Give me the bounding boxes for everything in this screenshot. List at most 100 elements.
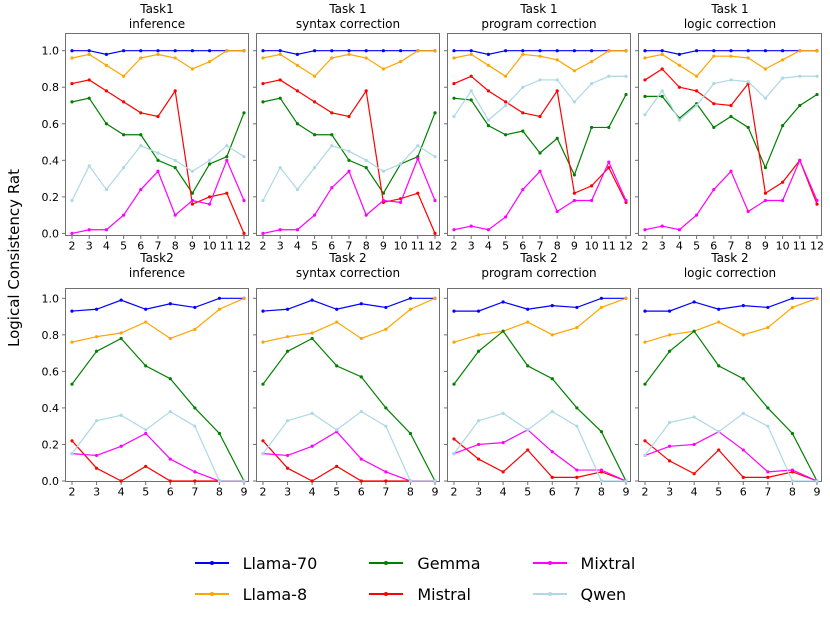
data-point-marker bbox=[144, 431, 148, 436]
data-point-marker bbox=[695, 103, 699, 108]
x-tick-label: 8 bbox=[598, 486, 605, 499]
data-point-marker bbox=[359, 375, 363, 379]
data-point-marker bbox=[364, 49, 368, 53]
data-point-marker bbox=[575, 475, 579, 479]
y-tick-label: 0.4 bbox=[42, 402, 60, 415]
data-point-marker bbox=[208, 60, 212, 64]
data-point-marker bbox=[190, 169, 194, 173]
data-point-marker bbox=[278, 52, 282, 56]
data-point-marker bbox=[575, 424, 579, 428]
data-point-marker bbox=[399, 49, 403, 53]
data-point-marker bbox=[717, 320, 721, 324]
data-point-marker bbox=[399, 200, 403, 204]
subplot-title-task2-program: Task 2 program correction bbox=[447, 251, 631, 281]
data-point-marker bbox=[660, 52, 664, 56]
data-point-marker bbox=[660, 89, 664, 93]
data-point-marker bbox=[310, 336, 314, 341]
data-point-marker bbox=[667, 459, 672, 463]
data-point-marker bbox=[660, 49, 664, 53]
title-line-1: Task 2 bbox=[520, 251, 558, 265]
data-point-marker bbox=[168, 377, 172, 381]
data-point-marker bbox=[122, 49, 126, 53]
data-point-marker bbox=[599, 468, 604, 472]
data-point-marker bbox=[313, 74, 317, 78]
data-point-marker bbox=[335, 320, 339, 324]
data-point-marker bbox=[193, 470, 197, 474]
data-point-marker bbox=[815, 92, 819, 97]
data-point-marker bbox=[790, 296, 795, 300]
data-point-marker bbox=[486, 89, 490, 93]
data-point-marker bbox=[87, 228, 91, 232]
data-point-marker bbox=[347, 49, 351, 53]
data-point-marker bbox=[70, 382, 74, 386]
data-point-marker bbox=[173, 49, 177, 53]
data-point-marker bbox=[766, 470, 770, 474]
series-llama-8 bbox=[452, 296, 628, 344]
data-point-marker bbox=[433, 111, 437, 115]
title-line-1: Task2 bbox=[140, 251, 174, 265]
legend-column-2: Gemma Mistral bbox=[369, 552, 481, 605]
series-mistral bbox=[261, 78, 437, 235]
series-mixtral bbox=[70, 158, 246, 235]
data-point-marker bbox=[790, 431, 795, 436]
data-point-marker bbox=[624, 74, 628, 78]
data-point-marker bbox=[359, 336, 363, 341]
x-tick-label: 7 bbox=[537, 240, 544, 253]
legend-item-llama-8: Llama-8 bbox=[194, 583, 318, 605]
data-point-marker bbox=[399, 60, 403, 64]
data-point-marker bbox=[729, 103, 733, 108]
legend-item-qwen: Qwen bbox=[532, 583, 636, 605]
data-point-marker bbox=[607, 125, 611, 130]
data-point-marker bbox=[261, 49, 265, 53]
series-gemma bbox=[643, 329, 819, 483]
data-point-marker bbox=[781, 76, 785, 80]
data-point-marker bbox=[660, 94, 664, 98]
data-point-marker bbox=[643, 228, 647, 232]
data-point-marker bbox=[70, 231, 74, 235]
data-point-marker bbox=[692, 300, 696, 304]
data-point-marker bbox=[643, 309, 647, 313]
data-point-marker bbox=[550, 475, 554, 479]
data-point-marker bbox=[70, 56, 74, 60]
x-tick-label: 3 bbox=[475, 486, 482, 499]
data-point-marker bbox=[190, 202, 194, 206]
data-point-marker bbox=[381, 67, 385, 71]
data-point-marker bbox=[815, 479, 819, 483]
x-tick-label: 6 bbox=[519, 240, 526, 253]
legend-column-3: Mixtral Qwen bbox=[532, 552, 636, 605]
data-point-marker bbox=[359, 479, 363, 483]
data-point-marker bbox=[190, 198, 194, 203]
data-point-marker bbox=[717, 307, 721, 311]
data-point-marker bbox=[330, 133, 334, 137]
data-point-marker bbox=[521, 111, 525, 115]
data-point-marker bbox=[156, 169, 160, 173]
title-line-2: inference bbox=[128, 17, 186, 31]
title-line-2: inference bbox=[128, 266, 186, 280]
data-point-marker bbox=[486, 124, 490, 128]
data-point-marker bbox=[217, 307, 222, 311]
data-point-marker bbox=[330, 111, 334, 115]
data-point-marker bbox=[242, 198, 246, 203]
data-point-marker bbox=[70, 451, 74, 456]
data-point-marker bbox=[104, 89, 108, 93]
data-point-marker bbox=[521, 52, 525, 56]
data-point-marker bbox=[624, 198, 628, 203]
data-point-marker bbox=[452, 56, 456, 60]
data-point-marker bbox=[486, 63, 490, 67]
data-point-marker bbox=[261, 309, 265, 313]
data-point-marker bbox=[122, 213, 126, 217]
legend-line-swatch bbox=[194, 592, 229, 596]
data-point-marker bbox=[741, 448, 745, 452]
data-point-marker bbox=[416, 144, 420, 148]
data-point-marker bbox=[660, 67, 664, 71]
data-point-marker bbox=[87, 164, 91, 168]
subplot-canvas-5: 2 3 4 5 6 7 8 9 bbox=[253, 288, 440, 499]
data-point-marker bbox=[504, 215, 508, 219]
data-point-marker bbox=[381, 198, 385, 203]
data-point-marker bbox=[712, 49, 716, 53]
x-tick-label: 4 bbox=[103, 240, 110, 253]
data-point-marker bbox=[139, 111, 143, 115]
subplot-canvas-7: 2 3 4 5 6 7 8 9 bbox=[635, 288, 822, 499]
title-line-2: logic correction bbox=[683, 266, 777, 280]
